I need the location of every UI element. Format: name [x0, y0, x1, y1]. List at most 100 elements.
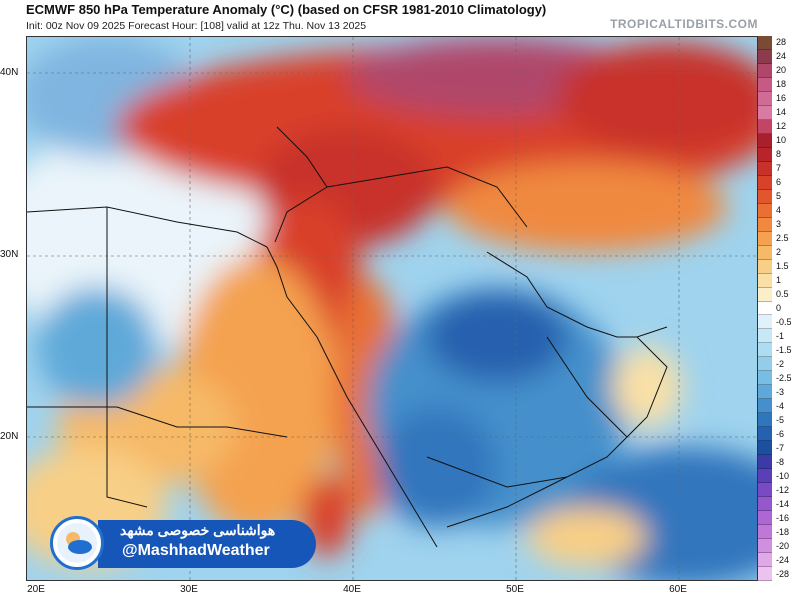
legend-swatch	[758, 385, 772, 400]
legend-entry: -20	[758, 539, 800, 554]
brand-label: TROPICALTIDBITS.COM	[610, 17, 758, 31]
legend-label: 3	[776, 219, 782, 230]
legend-entry: 2.5	[758, 231, 800, 246]
legend-entry: -2.5	[758, 371, 800, 386]
legend-entry: 1	[758, 273, 800, 288]
legend-entry: 5	[758, 189, 800, 204]
legend-entry: 4	[758, 203, 800, 218]
legend-entry: -8	[758, 455, 800, 470]
legend-label: -2	[776, 358, 785, 369]
legend-swatch	[758, 77, 772, 92]
legend-swatch	[758, 525, 772, 540]
legend-entry: -24	[758, 553, 800, 568]
borders	[27, 126, 668, 548]
legend-entry: 10	[758, 133, 800, 148]
legend-swatch	[758, 301, 772, 316]
legend-label: 24	[776, 51, 787, 62]
lon-label-40e: 40E	[343, 584, 361, 595]
legend-swatch	[758, 553, 772, 568]
legend-swatch	[758, 91, 772, 106]
graticule	[27, 37, 757, 580]
legend-swatch	[758, 63, 772, 78]
legend-label: -6	[776, 428, 785, 439]
legend-swatch	[758, 567, 772, 581]
legend-entry: 8	[758, 147, 800, 162]
legend-swatch	[758, 483, 772, 498]
legend-swatch	[758, 399, 772, 414]
legend-label: -28	[776, 568, 790, 579]
legend-label: 20	[776, 65, 787, 76]
legend-label: 5	[776, 191, 782, 202]
legend-swatch	[758, 497, 772, 512]
watermark: هواشناسی خصوصی مشهد @MashhadWeather	[50, 512, 320, 576]
legend-entry: -0.5	[758, 315, 800, 330]
lon-label-60e: 60E	[669, 584, 687, 595]
legend-label: 28	[776, 37, 787, 48]
lat-label-40n: 40N	[0, 67, 19, 78]
legend-entry: 6	[758, 175, 800, 190]
legend-label: -2.5	[776, 372, 792, 383]
legend-entry: -16	[758, 511, 800, 526]
legend-swatch	[758, 175, 772, 190]
legend-entry: -28	[758, 567, 800, 581]
legend-label: 0	[776, 302, 782, 313]
legend-entry: 18	[758, 77, 800, 92]
anomaly-map	[26, 36, 758, 581]
legend-label: -1.5	[776, 344, 792, 355]
legend-label: 6	[776, 177, 782, 188]
legend-swatch	[758, 245, 772, 260]
legend-label: 14	[776, 107, 787, 118]
legend-swatch	[758, 315, 772, 330]
legend-label: 10	[776, 135, 787, 146]
legend-swatch	[758, 329, 772, 344]
legend-label: -5	[776, 414, 785, 425]
anomaly-field	[27, 37, 757, 580]
legend-entry: -18	[758, 525, 800, 540]
legend-entry: 14	[758, 105, 800, 120]
legend-swatch	[758, 259, 772, 274]
legend-swatch	[758, 49, 772, 64]
legend-entry: -1	[758, 329, 800, 344]
legend-label: 4	[776, 205, 782, 216]
lat-label-20n: 20N	[0, 431, 19, 442]
legend-label: 8	[776, 149, 782, 160]
legend-entry: -3	[758, 385, 800, 400]
legend-label: -8	[776, 456, 785, 467]
map-title: ECMWF 850 hPa Temperature Anomaly (°C) (…	[26, 2, 547, 17]
legend-entry: -2	[758, 357, 800, 372]
legend-swatch	[758, 203, 772, 218]
legend-label: 1	[776, 275, 782, 286]
legend-label: 16	[776, 93, 787, 104]
legend-swatch	[758, 357, 772, 372]
legend-label: -24	[776, 554, 790, 565]
legend-label: -10	[776, 470, 790, 481]
legend-label: -3	[776, 386, 785, 397]
weather-logo-icon	[50, 516, 104, 570]
legend-label: -7	[776, 442, 785, 453]
legend-entry: -4	[758, 399, 800, 414]
lon-label-50e: 50E	[506, 584, 524, 595]
legend-swatch	[758, 147, 772, 162]
legend-swatch	[758, 539, 772, 554]
legend-entry: -14	[758, 497, 800, 512]
legend-entry: 3	[758, 217, 800, 232]
legend-label: -1	[776, 330, 785, 341]
legend-swatch	[758, 413, 772, 428]
legend-label: 1.5	[776, 261, 789, 272]
watermark-persian-text: هواشناسی خصوصی مشهد	[120, 522, 276, 538]
legend-swatch	[758, 469, 772, 484]
legend-swatch	[758, 217, 772, 232]
legend-entry: 0	[758, 301, 800, 316]
legend-swatch	[758, 287, 772, 302]
legend-swatch	[758, 371, 772, 386]
legend-label: 7	[776, 163, 782, 174]
legend-entry: -5	[758, 413, 800, 428]
color-legend: 28 24 20 18 16 14 12 10 8 7 6 5 4 3 2.5 2 1.5 1 0.5 0 -0.5 -1…	[758, 36, 800, 581]
legend-swatch	[758, 427, 772, 442]
legend-entry: 0.5	[758, 287, 800, 302]
legend-label: 2	[776, 247, 782, 258]
legend-label: -0.5	[776, 316, 792, 327]
watermark-banner	[98, 520, 316, 568]
legend-label: -16	[776, 512, 790, 523]
legend-label: -12	[776, 484, 790, 495]
